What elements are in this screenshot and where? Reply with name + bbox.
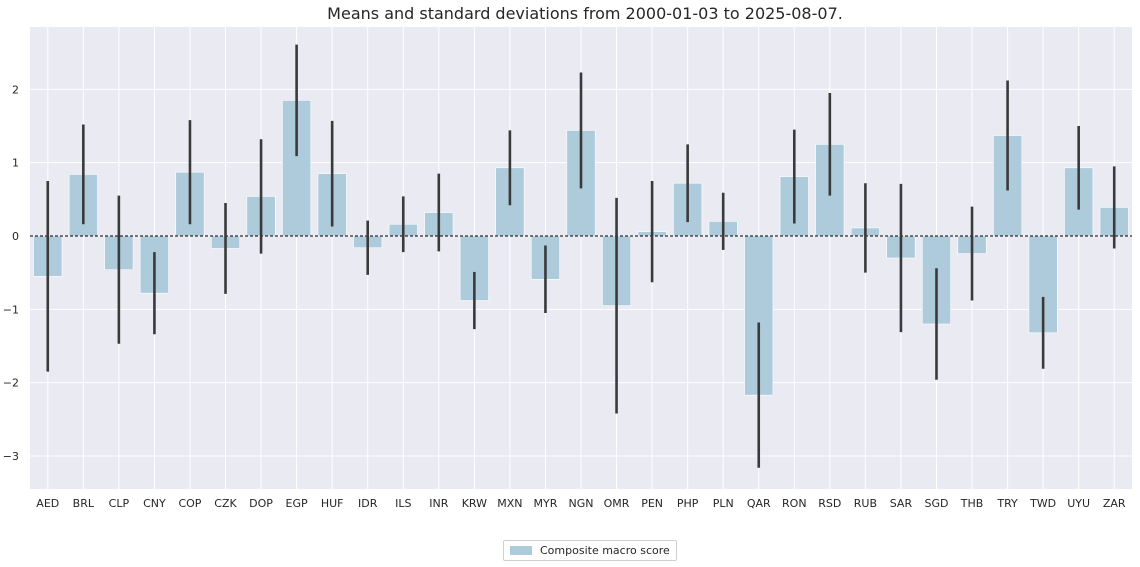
x-tick-label-zar: ZAR (1103, 497, 1126, 510)
x-tick-label-omr: OMR (604, 497, 630, 510)
y-tick-label-0: −3 (3, 450, 19, 463)
x-tick-label-idr: IDR (358, 497, 378, 510)
x-tick-label-dop: DOP (249, 497, 273, 510)
y-tick-label-4: 1 (12, 157, 19, 170)
x-tick-label-aed: AED (36, 497, 59, 510)
x-tick-label-huf: HUF (321, 497, 344, 510)
x-tick-label-sgd: SGD (924, 497, 948, 510)
x-tick-label-pen: PEN (641, 497, 663, 510)
x-tick-label-rub: RUB (854, 497, 877, 510)
x-tick-label-twd: TWD (1029, 497, 1056, 510)
x-tick-label-czk: CZK (214, 497, 237, 510)
y-tick-label-1: −2 (3, 377, 19, 390)
x-tick-label-egp: EGP (286, 497, 308, 510)
x-tick-label-sar: SAR (890, 497, 913, 510)
legend-label: Composite macro score (540, 544, 670, 557)
x-tick-label-mxn: MXN (497, 497, 522, 510)
x-tick-label-ils: ILS (395, 497, 411, 510)
x-tick-label-clp: CLP (109, 497, 130, 510)
x-tick-label-ngn: NGN (569, 497, 594, 510)
legend: Composite macro score (503, 540, 677, 561)
y-axis-ticks: −3 −2 −1 0 1 2 (3, 83, 19, 463)
x-tick-label-cop: COP (178, 497, 201, 510)
x-tick-label-thb: THB (960, 497, 984, 510)
chart-title: Means and standard deviations from 2000-… (327, 4, 843, 23)
x-tick-label-pln: PLN (713, 497, 734, 510)
x-tick-label-myr: MYR (534, 497, 558, 510)
legend-swatch (510, 546, 532, 555)
x-tick-label-brl: BRL (73, 497, 95, 510)
x-tick-label-inr: INR (429, 497, 448, 510)
x-tick-label-qar: QAR (747, 497, 771, 510)
y-tick-label-5: 2 (12, 83, 19, 96)
y-tick-label-2: −1 (3, 303, 19, 316)
x-tick-label-uyu: UYU (1067, 497, 1090, 510)
error-bars (46, 44, 1116, 468)
y-tick-label-3: 0 (12, 230, 19, 243)
x-tick-label-krw: KRW (462, 497, 487, 510)
x-tick-label-cny: CNY (143, 497, 166, 510)
x-axis-ticks: AED BRL CLP CNY COP CZK DOP EGP HUF IDR ILS INR KRW M… (36, 497, 1126, 510)
x-tick-label-ron: RON (782, 497, 807, 510)
x-tick-label-php: PHP (677, 497, 699, 510)
x-tick-label-try: TRY (996, 497, 1018, 510)
x-tick-label-rsd: RSD (818, 497, 841, 510)
